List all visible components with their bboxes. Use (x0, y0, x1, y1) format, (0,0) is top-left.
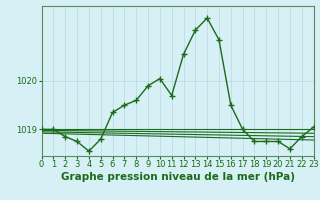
X-axis label: Graphe pression niveau de la mer (hPa): Graphe pression niveau de la mer (hPa) (60, 172, 295, 182)
